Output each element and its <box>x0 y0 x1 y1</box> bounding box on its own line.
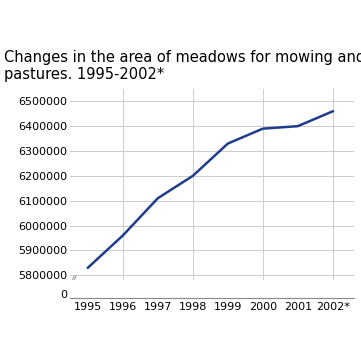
Text: Changes in the area of meadows for mowing and
pastures. 1995-2002*: Changes in the area of meadows for mowin… <box>4 50 361 82</box>
